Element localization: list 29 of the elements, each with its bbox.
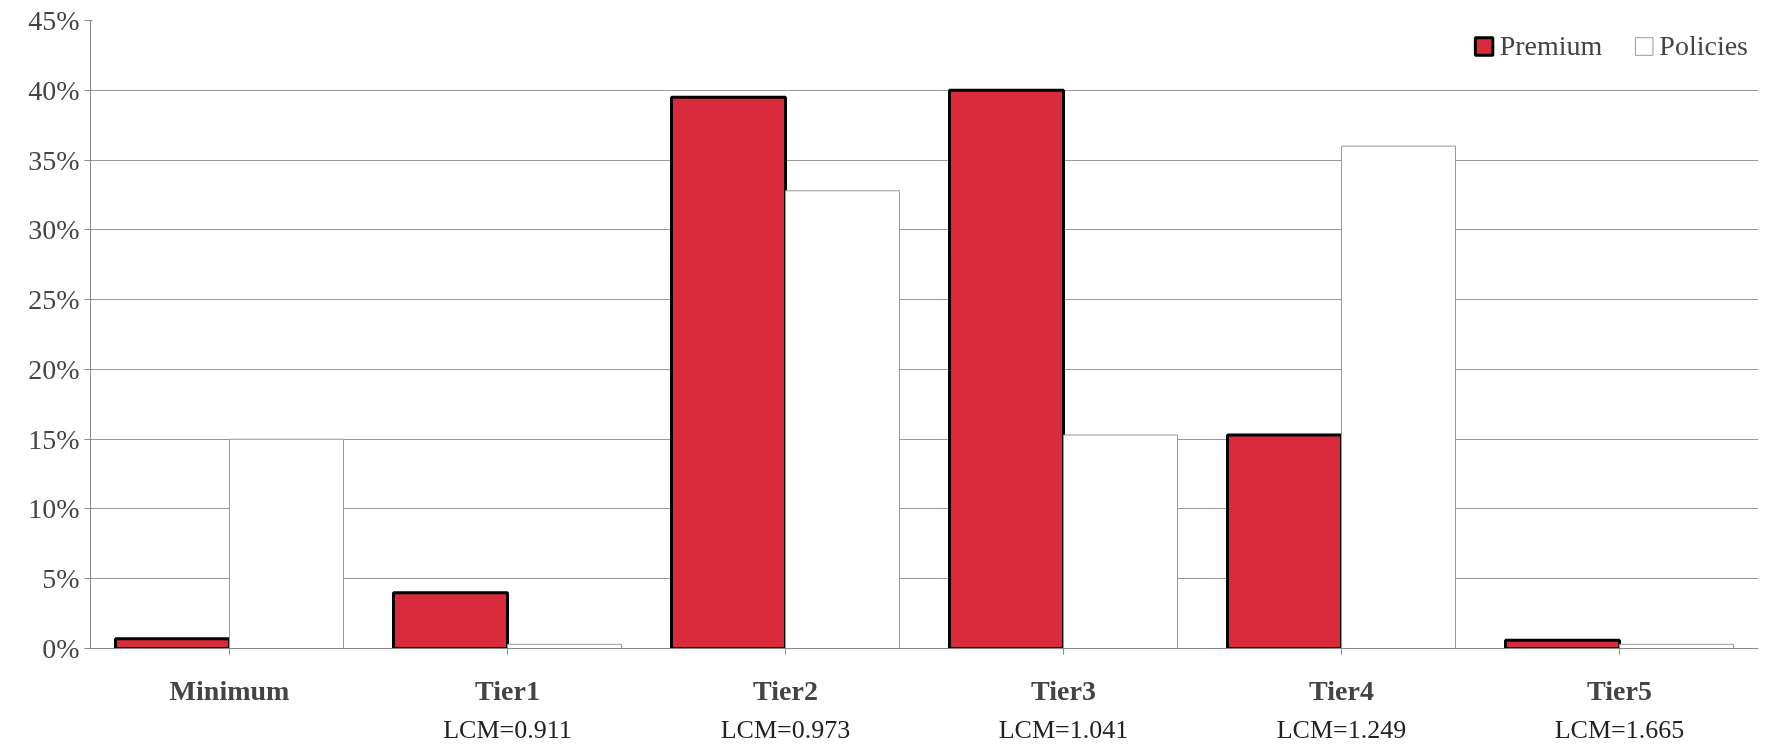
- text: LCM=1.249: [1276, 714, 1407, 744]
- x-tick-label: Tier4: [1309, 674, 1374, 706]
- y-tick-label: 5%: [42, 563, 80, 595]
- y-tick-label: 20%: [28, 353, 80, 385]
- x-tick-label: Tier5: [1587, 674, 1652, 706]
- bar: [114, 637, 231, 649]
- y-tick-label: 40%: [28, 74, 80, 106]
- x-tick-label: Minimum: [169, 674, 290, 706]
- x-tick-label: Tier2: [753, 674, 818, 706]
- y-tick-label: 45%: [28, 5, 80, 36]
- x-tick-label: Tier3: [1031, 674, 1096, 706]
- y-tick-label: 15%: [28, 423, 80, 455]
- y-tick-label: 30%: [28, 214, 80, 246]
- bar: [670, 95, 787, 649]
- y-tick-label: 0%: [42, 633, 80, 664]
- bar: [1226, 433, 1343, 649]
- x-tick-label: Tier1: [475, 674, 540, 706]
- y-tick-label: 10%: [28, 493, 80, 525]
- y-tick-label: 35%: [28, 144, 80, 176]
- text: LCM=0.911: [443, 714, 572, 744]
- text: LCM=1.665: [1554, 714, 1685, 744]
- text: LCM=0.973: [720, 714, 851, 744]
- legend-label: Premium: [1499, 30, 1603, 62]
- text: LCM=1.041: [998, 714, 1129, 744]
- bar: [1504, 638, 1621, 649]
- y-tick-label: 25%: [28, 284, 80, 316]
- legend-label: Policies: [1659, 30, 1748, 62]
- bar: [392, 591, 509, 649]
- bar: [948, 88, 1065, 649]
